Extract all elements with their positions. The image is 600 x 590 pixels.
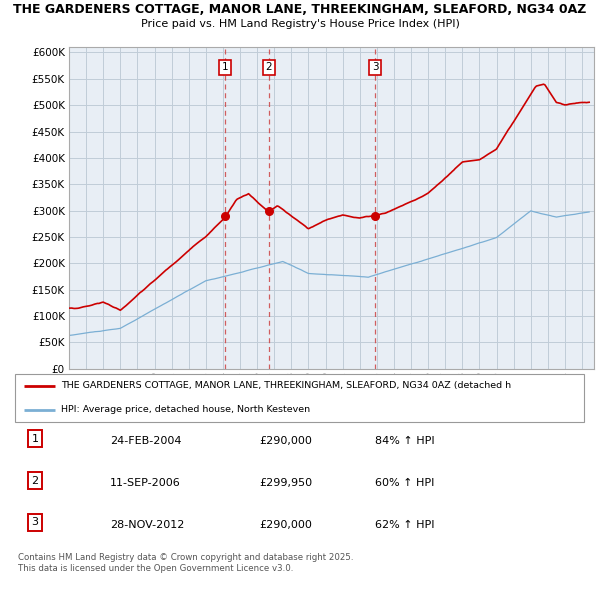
Text: 60% ↑ HPI: 60% ↑ HPI [375, 478, 434, 488]
Text: £290,000: £290,000 [260, 520, 313, 530]
Text: 2: 2 [31, 476, 38, 486]
Text: 84% ↑ HPI: 84% ↑ HPI [375, 436, 434, 446]
Text: HPI: Average price, detached house, North Kesteven: HPI: Average price, detached house, Nort… [61, 405, 310, 414]
Text: THE GARDENERS COTTAGE, MANOR LANE, THREEKINGHAM, SLEAFORD, NG34 0AZ: THE GARDENERS COTTAGE, MANOR LANE, THREE… [13, 3, 587, 16]
Text: Contains HM Land Registry data © Crown copyright and database right 2025.
This d: Contains HM Land Registry data © Crown c… [18, 553, 353, 573]
FancyBboxPatch shape [15, 374, 584, 421]
Text: 1: 1 [32, 434, 38, 444]
Text: 3: 3 [32, 517, 38, 527]
Text: 28-NOV-2012: 28-NOV-2012 [110, 520, 184, 530]
Text: 2: 2 [266, 62, 272, 72]
Text: 62% ↑ HPI: 62% ↑ HPI [375, 520, 434, 530]
Text: 1: 1 [222, 62, 229, 72]
Text: 3: 3 [372, 62, 379, 72]
Text: £290,000: £290,000 [260, 436, 313, 446]
Text: THE GARDENERS COTTAGE, MANOR LANE, THREEKINGHAM, SLEAFORD, NG34 0AZ (detached h: THE GARDENERS COTTAGE, MANOR LANE, THREE… [61, 381, 511, 390]
Text: 24-FEB-2004: 24-FEB-2004 [110, 436, 181, 446]
Text: Price paid vs. HM Land Registry's House Price Index (HPI): Price paid vs. HM Land Registry's House … [140, 19, 460, 29]
Text: £299,950: £299,950 [260, 478, 313, 488]
Text: 11-SEP-2006: 11-SEP-2006 [110, 478, 181, 488]
